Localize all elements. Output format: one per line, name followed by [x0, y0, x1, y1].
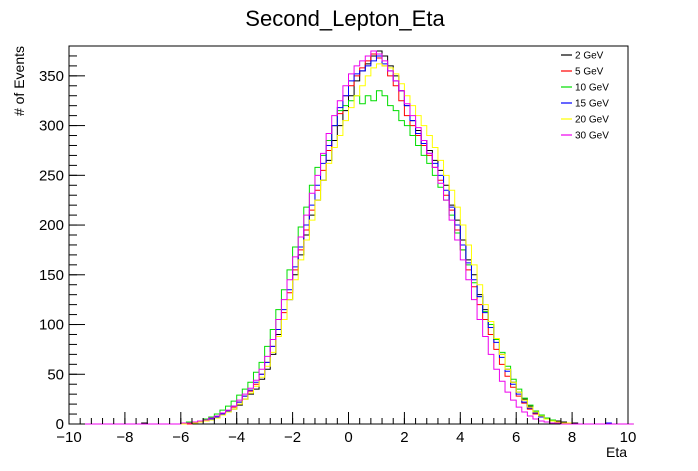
series-group [69, 50, 634, 425]
legend-label: 2 GeV [575, 51, 604, 62]
series-line-20-gev [69, 63, 634, 425]
y-tick-label: 50 [47, 366, 64, 383]
legend-label: 15 GeV [575, 99, 609, 110]
x-tick-label: 2 [400, 429, 408, 446]
x-tick-label: 8 [568, 429, 576, 446]
y-tick-label: 150 [39, 267, 64, 284]
x-tick-label: −2 [284, 429, 301, 446]
legend-label: 20 GeV [575, 115, 609, 126]
x-axis-label: Eta [606, 444, 627, 460]
legend-label: 30 GeV [575, 131, 609, 142]
series-line-10-gev [69, 90, 634, 425]
series-line-2-gev [69, 50, 634, 425]
y-tick-label: 350 [39, 68, 64, 85]
y-tick-label: 250 [39, 167, 64, 184]
legend-label: 10 GeV [575, 83, 609, 94]
y-tick-label: 300 [39, 118, 64, 135]
y-tick-label: 0 [56, 416, 64, 433]
legend-label: 5 GeV [575, 67, 604, 78]
y-axis-label: # of Events [11, 46, 27, 116]
x-tick-label: −8 [116, 429, 133, 446]
y-tick-label: 200 [39, 217, 64, 234]
y-tick-label: 100 [39, 317, 64, 334]
x-tick-label: −4 [228, 429, 245, 446]
series-line-30-gev [69, 50, 634, 425]
x-tick-label: 10 [620, 429, 637, 446]
legend: 2 GeV 5 GeV 10 GeV 15 GeV 20 GeV 30 GeV [561, 51, 609, 142]
series-line-5-gev [69, 53, 634, 425]
x-tick-label: 0 [344, 429, 352, 446]
chart-title: Second_Lepton_Eta [245, 6, 445, 31]
x-tick-label: 4 [456, 429, 464, 446]
x-tick-label: 6 [512, 429, 520, 446]
series-line-15-gev [69, 55, 634, 425]
x-tick-label: −10 [56, 429, 81, 446]
x-tick-label: −6 [172, 429, 189, 446]
